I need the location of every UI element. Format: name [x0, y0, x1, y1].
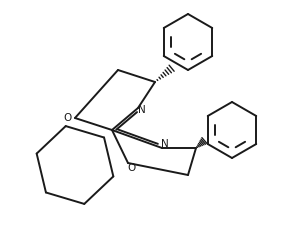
Text: N: N — [161, 139, 169, 149]
Text: O: O — [64, 113, 72, 123]
Text: N: N — [138, 105, 146, 115]
Text: O: O — [127, 163, 135, 173]
